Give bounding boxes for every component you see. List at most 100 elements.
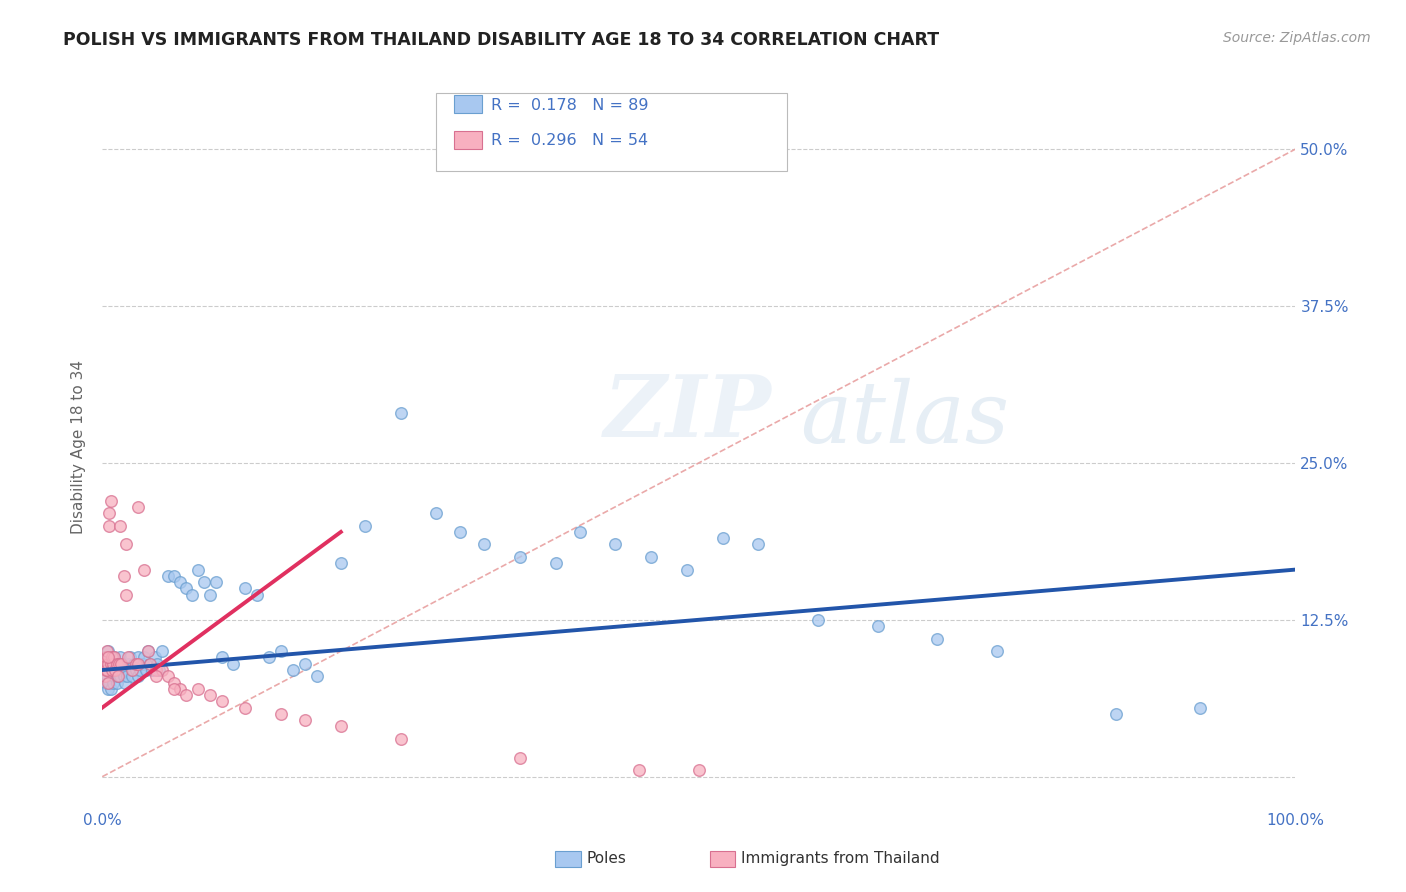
Point [121,663,143,677]
Point [129,663,152,677]
Point [98,506,121,520]
Point [136,644,159,658]
Text: Poles: Poles [586,852,626,866]
Point [1188,700,1211,714]
Point [163,681,186,696]
Point [93,657,115,671]
Y-axis label: Disability Age 18 to 34: Disability Age 18 to 34 [72,360,86,534]
Point [329,557,352,571]
Point [148,663,170,677]
Point [711,531,734,545]
Point [103,669,125,683]
Point [187,563,209,577]
Point [96,650,118,665]
Point [101,657,124,671]
Point [108,650,131,665]
Point [169,681,191,696]
Point [108,657,131,671]
Point [449,524,471,539]
Point [94,650,117,665]
Point [112,669,135,683]
Point [93,657,115,671]
Point [211,694,233,708]
Point [97,644,120,658]
Point [425,506,447,520]
Point [986,644,1008,658]
Point [103,650,125,665]
Text: Source: ZipAtlas.com: Source: ZipAtlas.com [1223,31,1371,45]
Point [305,669,328,683]
Point [108,669,131,683]
Point [568,524,591,539]
Point [127,650,149,665]
Point [259,650,281,665]
Point [117,657,139,671]
Point [96,644,118,658]
Point [389,406,412,420]
Point [136,644,159,658]
Point [110,663,132,677]
Point [143,650,166,665]
Text: atlas: atlas [800,377,1010,460]
Point [132,650,155,665]
Point [156,569,179,583]
Point [135,663,157,677]
Point [676,563,699,577]
Point [104,663,127,677]
Point [103,650,125,665]
Point [150,644,173,658]
Point [100,663,122,677]
Point [100,650,122,665]
Point [100,650,122,665]
Point [107,669,129,683]
Point [688,764,710,778]
Point [115,537,138,551]
Point [472,537,495,551]
Point [97,650,120,665]
Point [132,657,155,671]
Point [145,669,167,683]
Point [329,719,352,733]
Point [389,732,412,747]
Point [104,657,127,671]
Point [98,657,121,671]
Point [169,575,191,590]
Point [100,657,122,671]
Point [117,650,139,665]
Point [270,706,292,721]
Point [115,663,138,677]
Point [174,582,197,596]
Point [193,575,215,590]
Point [100,663,122,677]
Point [93,669,115,683]
Point [1105,706,1128,721]
Point [146,657,169,671]
Point [94,663,117,677]
Point [198,588,221,602]
Point [141,663,163,677]
Point [107,669,129,683]
Point [866,619,889,633]
Point [114,675,136,690]
Point [97,675,120,690]
Text: Immigrants from Thailand: Immigrants from Thailand [741,852,939,866]
Point [124,657,146,671]
Point [97,681,120,696]
Point [145,663,167,677]
Point [294,713,316,727]
Point [118,650,141,665]
Point [139,657,162,671]
Point [127,500,149,514]
Point [640,549,662,564]
Point [174,688,197,702]
Point [807,613,830,627]
Point [132,563,155,577]
Point [156,669,179,683]
Point [97,657,120,671]
Point [605,537,627,551]
Point [104,663,127,677]
Point [122,663,145,677]
Point [110,657,132,671]
Point [509,751,531,765]
Point [927,632,949,646]
